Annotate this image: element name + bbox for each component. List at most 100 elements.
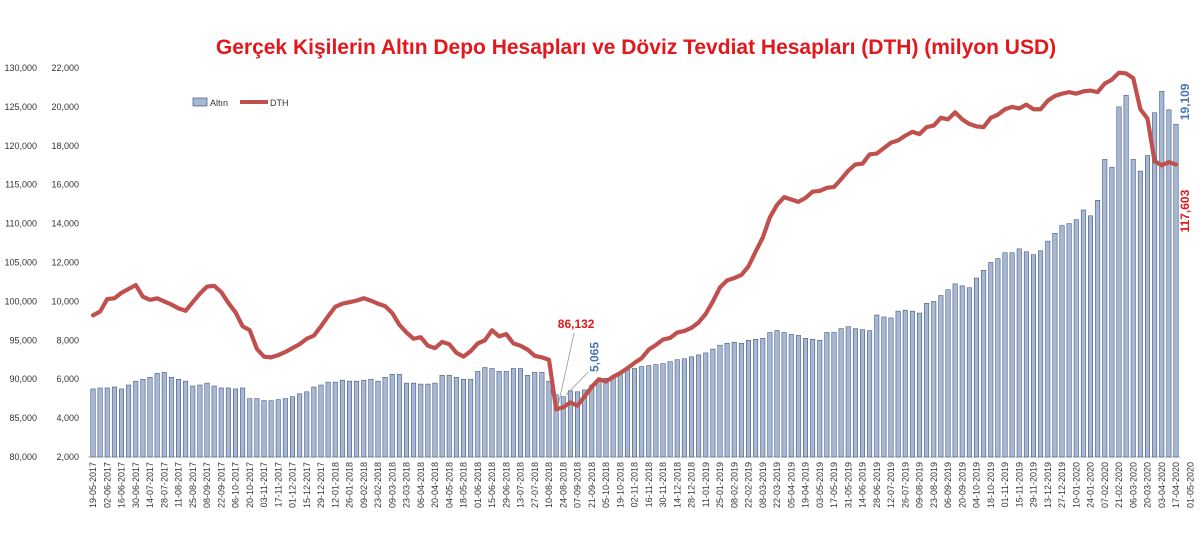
y-right-tick-label: 105,000 — [4, 258, 37, 268]
bar-altin — [1109, 166, 1115, 458]
x-tick-label: 27-07-2018 — [530, 462, 540, 508]
bar-altin — [781, 332, 787, 458]
bar-altin — [1073, 219, 1079, 458]
x-tick-label: 12-07-2019 — [886, 462, 896, 508]
x-tick-label: 09-08-2019 — [915, 462, 925, 508]
annotations: 86,132 5,065 19,109 117,603 — [557, 83, 1192, 406]
x-tick-label: 13-12-2019 — [1043, 462, 1053, 508]
bar-altin — [104, 387, 110, 458]
bar-altin — [475, 371, 481, 458]
y-right-tick-label: 110,000 — [5, 219, 37, 229]
bar-altin — [382, 377, 388, 458]
x-tick-label: 20-03-2020 — [1143, 462, 1153, 508]
x-tick-label: 09-02-2018 — [359, 462, 369, 508]
bar-altin — [696, 354, 702, 458]
bar-altin — [560, 396, 566, 458]
bar-altin — [582, 389, 588, 458]
bar-altin — [966, 287, 972, 458]
bar-altin — [539, 372, 545, 458]
bar-altin — [1152, 112, 1158, 458]
y-right-tick-label: 100,000 — [4, 296, 37, 306]
x-tick-label: 07-09-2018 — [573, 462, 583, 508]
y-right-tick-label: 85,000 — [9, 413, 37, 423]
bar-altin — [674, 359, 680, 458]
bar-altin — [624, 369, 630, 458]
y-right-tick-label: 130,000 — [4, 63, 37, 73]
x-tick-label: 23-03-2018 — [402, 462, 412, 508]
bar-altin — [453, 377, 459, 458]
x-tick-label: 26-07-2019 — [900, 462, 910, 508]
bar-altin — [361, 379, 367, 458]
bar-altin — [860, 329, 865, 458]
y-left-tick-label: 6,000 — [56, 374, 79, 384]
bar-altin — [660, 363, 666, 458]
y-left-tick-label: 10,000 — [51, 296, 79, 306]
bar-altin — [1016, 248, 1022, 458]
bar-altin — [325, 381, 331, 458]
x-tick-label: 17-05-2019 — [829, 462, 839, 508]
x-tick-label: 16-06-2017 — [117, 462, 127, 508]
bar-altin — [1130, 159, 1136, 458]
bar-altin — [1052, 233, 1058, 458]
bar-altin — [1137, 170, 1143, 458]
x-tick-label: 15-11-2019 — [1014, 462, 1024, 507]
bar-altin — [254, 398, 260, 458]
x-tick-label: 11-01-2019 — [701, 462, 711, 507]
bar-altin — [510, 368, 516, 458]
bar-altin — [1088, 215, 1093, 458]
x-tick-label: 24-08-2018 — [558, 462, 568, 508]
bar-series-altin — [90, 91, 1179, 458]
x-tick-label: 20-09-2019 — [957, 462, 967, 508]
x-tick-label: 01-11-2019 — [1000, 462, 1010, 507]
y-right-tick-label: 90,000 — [9, 374, 37, 384]
x-tick-label: 25-01-2019 — [715, 462, 725, 508]
x-tick-label: 18-10-2019 — [986, 462, 996, 508]
bar-altin — [924, 303, 930, 458]
bar-altin — [888, 317, 894, 458]
bar-altin — [988, 262, 994, 458]
bar-altin — [824, 332, 830, 458]
bar-altin — [1095, 200, 1101, 458]
y-right-tick-label: 80,000 — [9, 452, 37, 462]
x-tick-label: 05-10-2018 — [601, 462, 611, 508]
bar-altin — [411, 382, 417, 458]
bar-altin — [461, 378, 466, 458]
x-tick-label: 13-07-2018 — [516, 462, 526, 508]
bar-altin — [1009, 252, 1015, 458]
line-dth — [90, 70, 1179, 412]
bar-altin — [895, 310, 901, 458]
bar-altin — [489, 368, 495, 458]
bar-altin — [831, 332, 837, 458]
bar-altin — [746, 340, 751, 458]
x-tick-label: 06-09-2019 — [943, 462, 953, 508]
bar-altin — [974, 277, 979, 458]
bar-altin — [703, 352, 709, 458]
bar-altin — [1038, 250, 1044, 458]
y-left-tick-label: 18,000 — [51, 141, 79, 151]
bar-altin — [404, 382, 409, 458]
bar-altin — [803, 338, 808, 458]
x-tick-label: 03-05-2019 — [815, 462, 825, 508]
bar-altin — [126, 384, 132, 458]
bar-altin — [396, 374, 402, 458]
bar-altin — [845, 326, 851, 458]
x-tick-label: 02-11-2018 — [630, 462, 640, 507]
bar-altin — [689, 356, 694, 458]
x-tick-label: 30-06-2017 — [131, 462, 141, 508]
y-right-tick-label: 125,000 — [4, 102, 37, 112]
x-tick-label: 10-01-2020 — [1071, 462, 1081, 508]
bar-altin — [304, 391, 310, 458]
x-tick-label: 24-01-2020 — [1086, 462, 1096, 508]
bar-altin — [1173, 123, 1179, 458]
x-tick-label: 19-04-2019 — [801, 462, 811, 508]
bar-altin — [482, 367, 488, 458]
bar-altin — [1066, 223, 1072, 458]
annotation-dth-last: 117,603 — [1178, 189, 1192, 232]
bar-altin — [639, 366, 645, 458]
x-tick-label: 14-12-2018 — [672, 462, 682, 508]
y-right-tick-label: 95,000 — [9, 335, 37, 345]
x-tick-label: 12-01-2018 — [330, 462, 340, 508]
x-tick-label: 27-12-2019 — [1057, 462, 1067, 508]
bar-altin — [275, 399, 281, 458]
